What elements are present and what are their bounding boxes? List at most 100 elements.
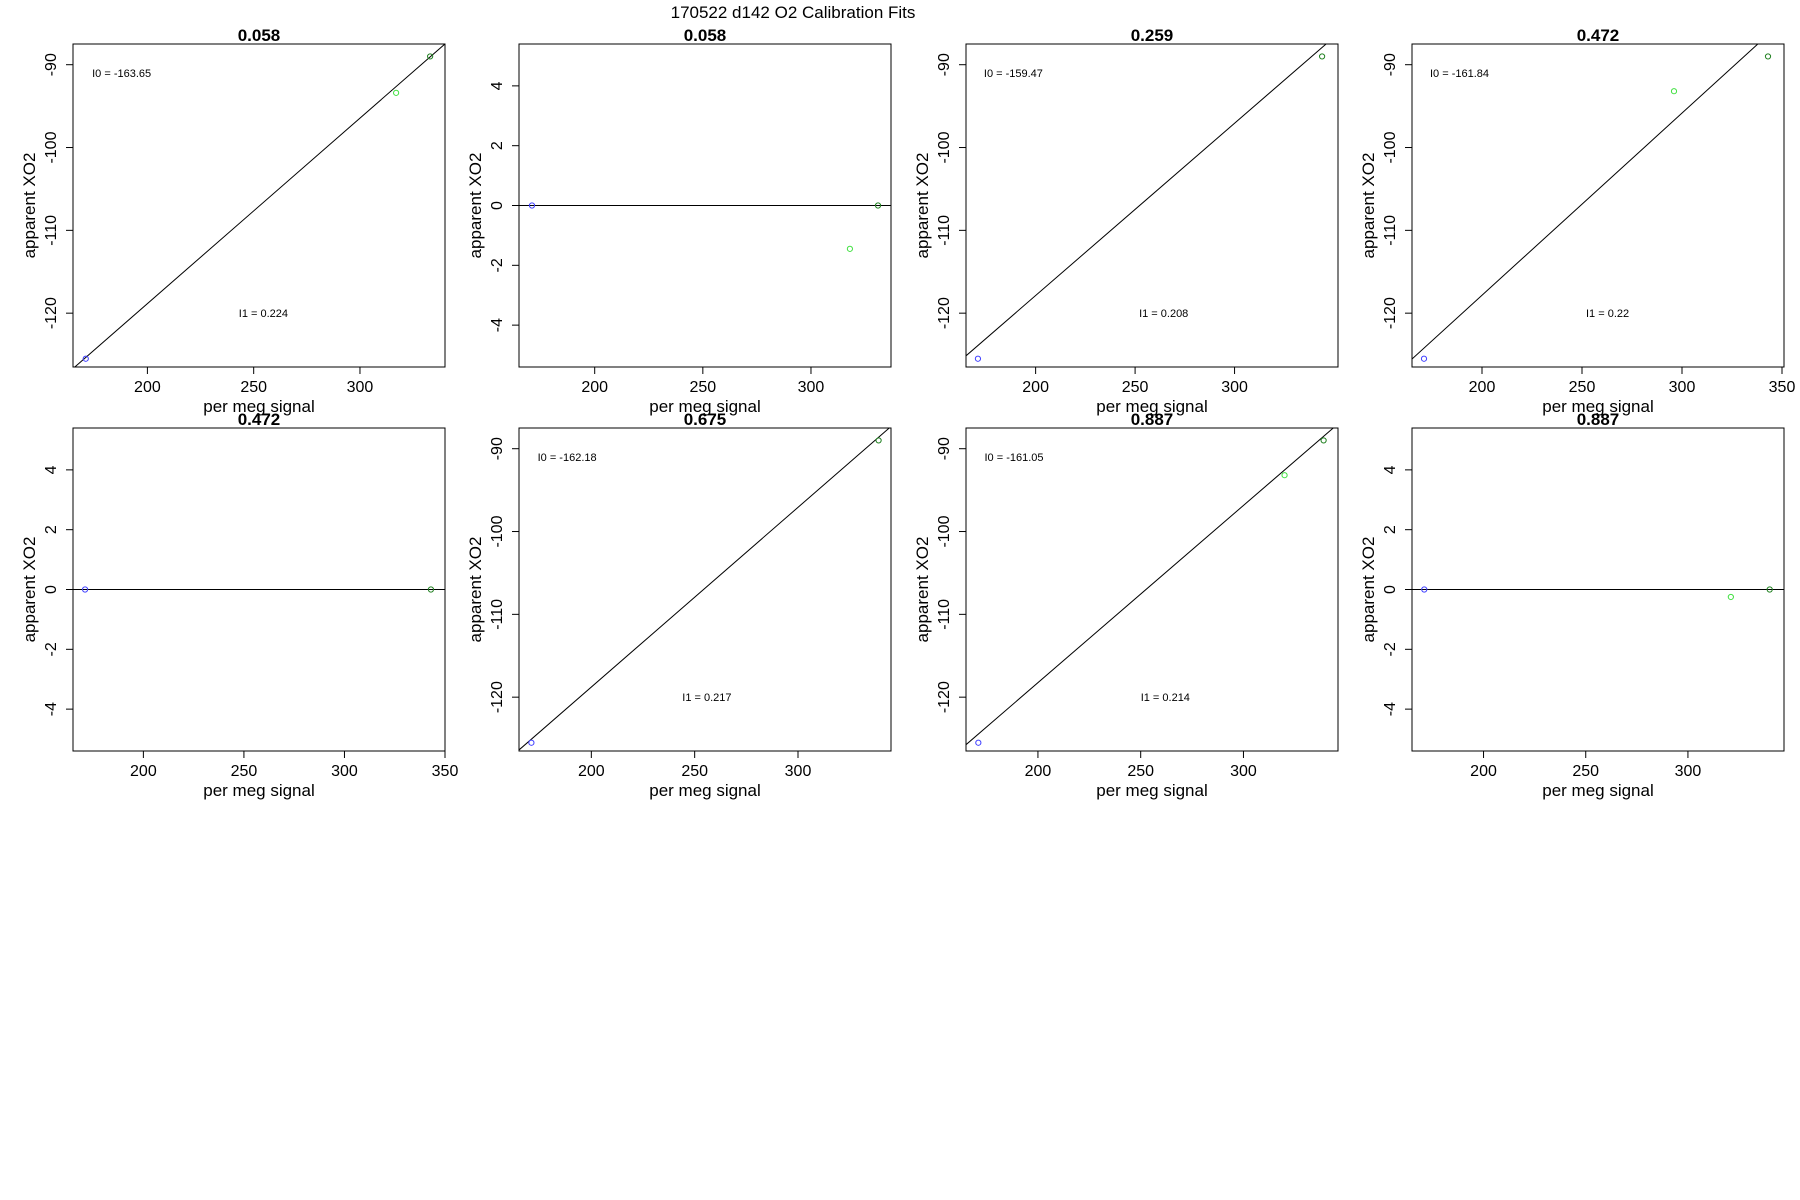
- y-tick-label: -4: [1382, 702, 1399, 716]
- y-axis-label: apparent XO2: [20, 537, 39, 643]
- data-point: [1318, 53, 1326, 60]
- x-axis-label: per meg signal: [1542, 781, 1654, 800]
- y-tick-label: -2: [1382, 642, 1399, 656]
- data-point: [846, 245, 854, 252]
- data-point: [427, 586, 435, 593]
- y-axis-label: apparent XO2: [1359, 153, 1378, 259]
- y-axis-label: apparent XO2: [1359, 537, 1378, 643]
- y-tick-label: -90: [489, 437, 506, 460]
- x-tick-label: 300: [1675, 763, 1702, 780]
- y-tick-label: 0: [1382, 585, 1399, 594]
- panel-title: 0.887: [1131, 410, 1174, 429]
- y-tick-label: 4: [1382, 465, 1399, 474]
- x-tick-label: 300: [785, 763, 812, 780]
- fit-annotation: I1 = 0.214: [1141, 692, 1190, 704]
- x-tick-label: 250: [689, 379, 716, 396]
- x-tick-label: 250: [1122, 379, 1149, 396]
- x-tick-label: 300: [1230, 763, 1257, 780]
- y-tick-label: -120: [489, 681, 506, 713]
- x-axis-label: per meg signal: [1542, 397, 1654, 416]
- y-axis-label: apparent XO2: [913, 537, 932, 643]
- x-tick-label: 300: [1221, 379, 1248, 396]
- y-tick-label: 4: [489, 81, 506, 90]
- y-tick-label: -90: [43, 53, 60, 76]
- panel-5: 0.472 200 250 300 350 -4 -2 0 2 4 per meg signal ap…: [20, 410, 458, 800]
- data-point: [1670, 88, 1678, 95]
- data-point: [1320, 437, 1327, 444]
- data-point: [875, 437, 882, 444]
- plot-frame: [965, 43, 1339, 368]
- data-point: [393, 89, 400, 96]
- panel-title: 0.058: [238, 26, 281, 45]
- data-point: [528, 739, 535, 746]
- x-tick-label: 200: [1469, 379, 1496, 396]
- panel-title: 0.472: [238, 410, 281, 429]
- y-tick-label: -100: [936, 515, 953, 547]
- data-point: [1764, 53, 1772, 60]
- y-tick-label: -90: [1382, 53, 1399, 76]
- x-tick-label: 200: [578, 763, 605, 780]
- fit-line: [74, 44, 445, 367]
- y-tick-label: -90: [936, 437, 953, 460]
- x-tick-label: 200: [581, 379, 608, 396]
- panel-title: 0.887: [1577, 410, 1620, 429]
- y-tick-label: 0: [489, 201, 506, 210]
- y-tick-label: -4: [489, 318, 506, 332]
- y-axis-label: apparent XO2: [913, 153, 932, 259]
- fit-annotation: I0 = -162.18: [538, 452, 597, 464]
- fit-line: [966, 428, 1335, 746]
- panel-title: 0.058: [684, 26, 727, 45]
- y-tick-label: -110: [43, 215, 60, 246]
- plot-frame: [965, 427, 1339, 752]
- panel-3: 0.259 200 250 300 -120 -110 -100 -90 per meg sig…: [913, 26, 1339, 416]
- fit-line: [519, 428, 891, 751]
- data-point: [1766, 586, 1773, 593]
- y-tick-label: 2: [489, 141, 506, 150]
- panel-7: 0.887 200 250 300 -120 -110 -100 -90 per meg sig…: [913, 410, 1339, 800]
- panel-1: 0.058 200 250 300 -120 -110 -100 -90 per meg sig…: [20, 26, 446, 416]
- y-tick-label: -120: [43, 297, 60, 329]
- x-axis-label: per meg signal: [649, 781, 761, 800]
- data-point: [528, 202, 536, 209]
- y-tick-label: 2: [43, 525, 60, 534]
- fit-annotation: I0 = -159.47: [984, 68, 1043, 80]
- fit-annotation: I1 = 0.22: [1586, 308, 1629, 320]
- y-tick-label: -110: [1382, 215, 1399, 246]
- panel-title: 0.675: [684, 410, 727, 429]
- y-tick-label: -110: [936, 215, 953, 246]
- fit-annotation: I1 = 0.208: [1139, 308, 1188, 320]
- y-tick-label: -110: [936, 599, 953, 630]
- plot-frame: [1411, 43, 1785, 368]
- panel-8: 0.887 200 250 300 -4 -2 0 2 4 per meg signal appar…: [1359, 410, 1785, 800]
- x-tick-label: 200: [134, 379, 161, 396]
- data-point: [81, 586, 89, 593]
- data-point: [1420, 355, 1428, 362]
- x-axis-label: per meg signal: [649, 397, 761, 416]
- plot-frame: [518, 427, 892, 752]
- y-tick-label: -90: [936, 53, 953, 76]
- y-axis-label: apparent XO2: [20, 153, 39, 259]
- data-point: [1727, 593, 1734, 601]
- x-axis-label: per meg signal: [203, 781, 315, 800]
- y-tick-label: 2: [1382, 525, 1399, 534]
- plot-frame: [72, 43, 446, 368]
- y-tick-label: -4: [43, 702, 60, 716]
- data-point: [82, 355, 89, 362]
- x-tick-label: 250: [240, 379, 267, 396]
- x-axis-label: per meg signal: [203, 397, 315, 416]
- panel-6: 0.675 200 250 300 -120 -110 -100 -90 per meg sig…: [466, 410, 892, 800]
- x-tick-label: 250: [1572, 763, 1599, 780]
- x-tick-label: 350: [432, 763, 459, 780]
- fit-annotation: I1 = 0.224: [239, 308, 288, 320]
- x-tick-label: 250: [1127, 763, 1154, 780]
- data-point: [427, 53, 434, 60]
- fit-annotation: I1 = 0.217: [682, 692, 731, 704]
- x-tick-label: 200: [1022, 379, 1049, 396]
- panel-4: 0.472 200 250 300 350 -120 -110 -100 -90 per meg …: [1359, 26, 1795, 416]
- x-tick-label: 250: [1569, 379, 1596, 396]
- fit-annotation: I0 = -161.05: [984, 452, 1043, 464]
- fit-line: [1412, 44, 1759, 360]
- panel-title: 0.472: [1577, 26, 1620, 45]
